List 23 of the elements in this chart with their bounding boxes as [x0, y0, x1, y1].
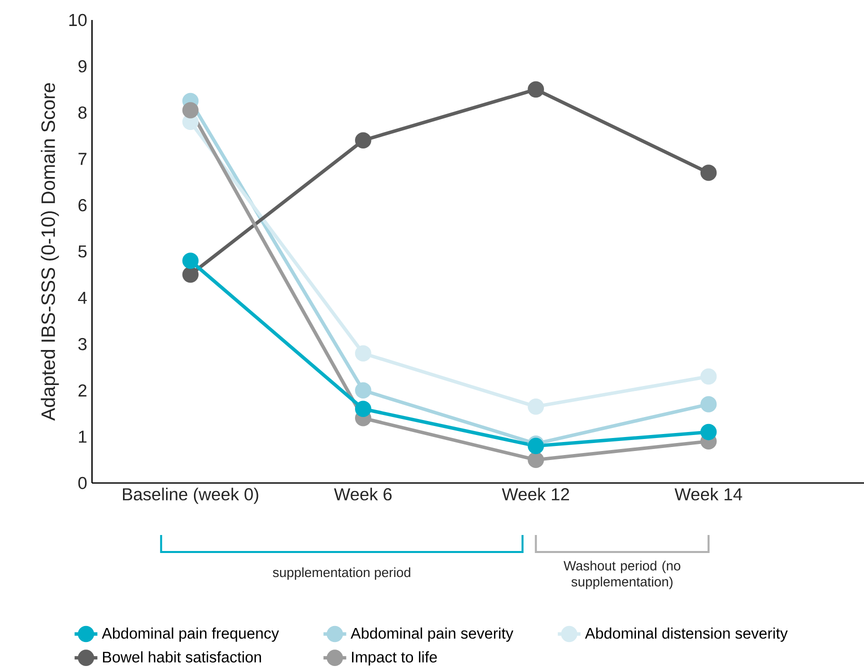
y-tick-label: 3 — [78, 338, 87, 350]
y-tick-label: 5 — [78, 245, 87, 258]
x-tick-label: Week 14 — [674, 488, 742, 500]
y-tick-label: 9 — [78, 60, 86, 72]
y-axis-title: Adapted IBS-SSS (0-10) Domain Score — [40, 83, 59, 421]
y-tick-label: 2 — [78, 384, 86, 396]
x-tick-label: Week 6 — [334, 488, 392, 500]
legend-label: Abdominal pain frequency — [102, 627, 279, 642]
x-tick-label: Week 12 — [502, 488, 570, 500]
y-tick-label: 10 — [69, 14, 87, 26]
y-tick-label: 8 — [78, 106, 87, 119]
legend-label: Abdominal distension severity — [585, 627, 788, 642]
legend-label: Impact to life — [352, 651, 437, 666]
y-tick-label: 7 — [78, 152, 86, 165]
y-tick-label: 0 — [78, 476, 87, 490]
text: supplementation period — [272, 567, 410, 580]
text: Washout period (no supplementation) — [564, 560, 680, 590]
y-tick-label: 6 — [78, 199, 87, 212]
legend-label: Bowel habit satisfaction — [103, 651, 261, 663]
legend-label: Abdominal pain severity — [350, 627, 514, 642]
y-tick-label: 1 — [78, 430, 86, 443]
y-tick-label: 4 — [78, 292, 87, 304]
x-tick-label: Baseline (week 0) — [122, 488, 258, 504]
